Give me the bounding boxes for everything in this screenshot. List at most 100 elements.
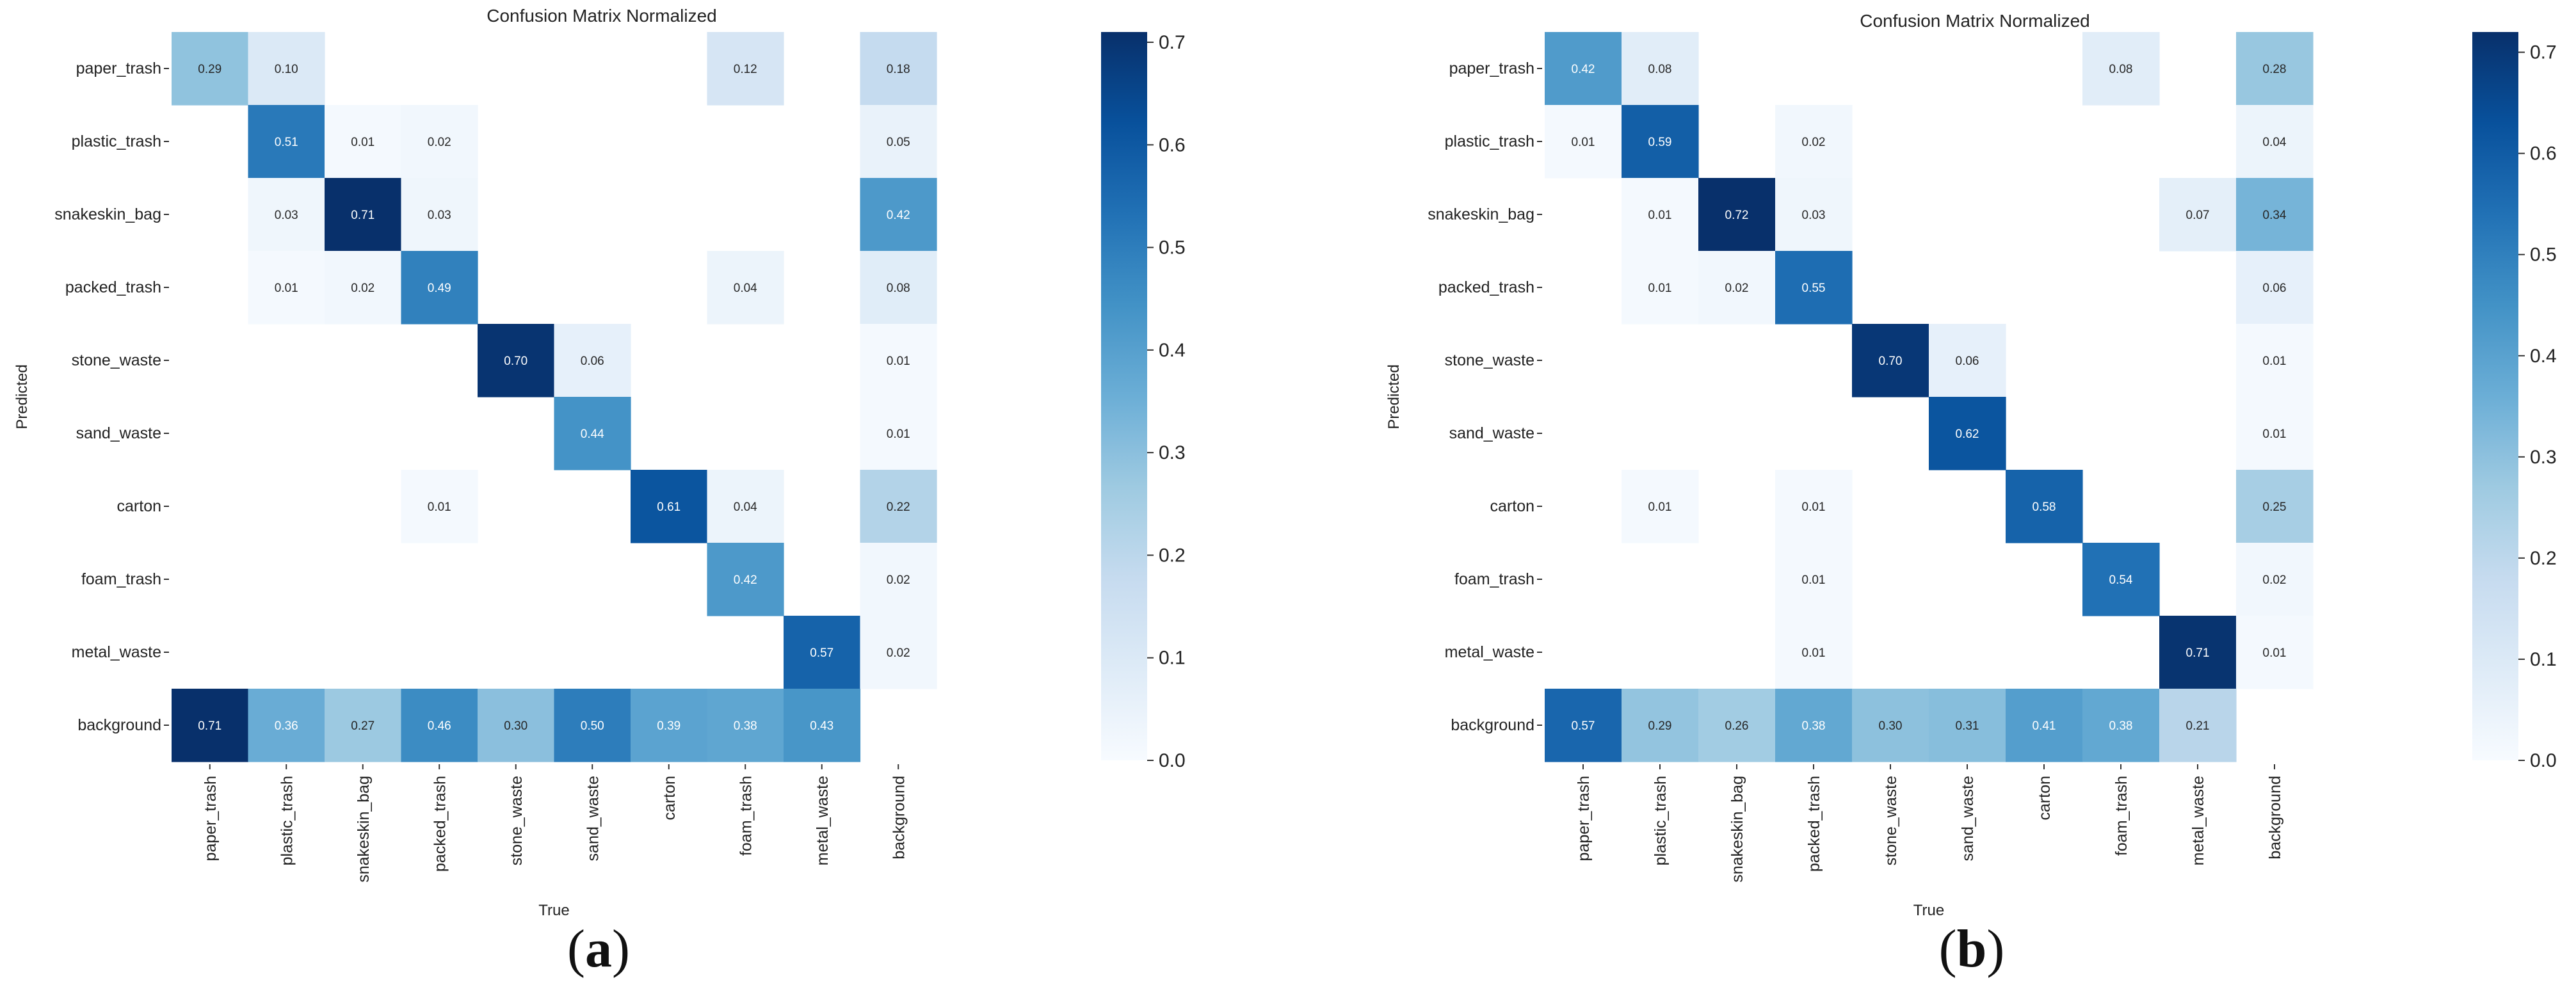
heatmap-cell (2236, 178, 2314, 252)
heatmap-cell (2236, 470, 2314, 543)
heatmap-cell (2082, 689, 2160, 762)
heatmap-cell (2082, 543, 2160, 616)
cell-value-label: 0.22 (887, 501, 910, 514)
colorbar-tick-label: 0.2 (2530, 548, 2557, 569)
cell-value-label: 0.43 (810, 719, 833, 733)
x-tick-label: carton (2036, 776, 2054, 820)
heatmap-cell (1698, 178, 1776, 252)
heatmap-cell (401, 178, 478, 252)
panel-label-letter: a (585, 919, 612, 979)
y-tick-label: stone_waste (72, 351, 161, 369)
cell-value-label: 0.01 (1648, 282, 1672, 295)
heatmap-cell (860, 105, 937, 179)
cell-value-label: 0.26 (1725, 719, 1749, 733)
cell-value-label: 0.71 (198, 719, 221, 733)
x-tick-label: metal_waste (2189, 776, 2207, 865)
cell-value-label: 0.54 (2109, 573, 2133, 587)
colorbar-tick-label: 0.1 (1159, 648, 1186, 669)
heatmap-cell (2006, 470, 2083, 543)
heatmap-cell (2159, 178, 2237, 252)
cell-value-label: 0.01 (1648, 501, 1672, 514)
cell-value-label: 0.01 (1802, 501, 1826, 514)
heatmap-cell (2236, 105, 2314, 179)
cell-value-label: 0.38 (2109, 719, 2133, 733)
heatmap-cell (1775, 251, 1853, 325)
heatmap-cell (784, 616, 861, 689)
heatmap-cell (2159, 689, 2237, 762)
heatmap-panel-a: Confusion Matrix Normalized 0.29 0.10 0.12 0… (13, 6, 1186, 979)
cell-value-label: 0.51 (275, 136, 298, 149)
cell-value-label: 0.02 (351, 282, 374, 295)
heatmap-cell (1545, 105, 1622, 179)
cell-value-label: 0.18 (887, 63, 910, 76)
heatmap-cell (401, 689, 478, 762)
heatmap-cell (1852, 324, 1929, 397)
x-tick-label: snakeskin_bag (1728, 776, 1746, 883)
cell-value-label: 0.30 (1879, 719, 1903, 733)
heatmap-cell (248, 689, 325, 762)
panel-label-letter: b (1957, 919, 1987, 979)
heatmap-cell (325, 689, 402, 762)
y-tick-label: background (1451, 716, 1534, 734)
x-tick-label: paper_trash (202, 776, 220, 861)
heatmap-cell (2236, 324, 2314, 397)
cell-value-label: 0.25 (2263, 501, 2287, 514)
heatmap-cell (2236, 251, 2314, 325)
heatmap-cell (2006, 689, 2083, 762)
x-tick-label: carton (661, 776, 679, 820)
cell-value-label: 0.21 (2186, 719, 2210, 733)
x-tick-label: plastic_trash (1652, 776, 1670, 865)
x-tick-label: snakeskin_bag (355, 776, 373, 883)
heatmap-cell (1929, 397, 2006, 470)
y-axis-title: Predicted (1385, 364, 1403, 429)
cell-value-label: 0.29 (1648, 719, 1672, 733)
cell-value-label: 0.42 (1572, 63, 1595, 76)
cell-value-label: 0.01 (1802, 646, 1826, 660)
cell-value-label: 0.08 (887, 282, 910, 295)
colorbar-tick-label: 0.2 (1159, 545, 1186, 566)
cell-value-label: 0.62 (1956, 428, 1979, 441)
cell-value-label: 0.71 (351, 209, 374, 222)
y-tick-label: metal_waste (72, 643, 161, 661)
heatmap-cell (707, 32, 784, 106)
heatmap-cell (707, 251, 784, 325)
y-tick-label: foam_trash (1454, 570, 1534, 588)
y-tick-label: snakeskin_bag (1428, 205, 1534, 223)
cell-value-label: 0.31 (1956, 719, 1979, 733)
cell-value-label: 0.01 (275, 282, 298, 295)
colorbar-tick-label: 0.3 (2530, 447, 2557, 468)
heatmap-cell (707, 689, 784, 762)
colorbar-tick-label: 0.7 (1159, 32, 1186, 53)
colorbar-tick-label: 0.5 (1159, 237, 1186, 259)
cell-value-label: 0.06 (581, 355, 604, 368)
colorbar-tick-label: 0.7 (2530, 42, 2557, 63)
heatmap-cell (554, 397, 631, 470)
y-axis-title: Predicted (13, 364, 31, 429)
heatmap-cell (248, 251, 325, 325)
heatmap-cell (1775, 105, 1853, 179)
cell-value-label: 0.05 (887, 136, 910, 149)
colorbar-tick-label: 0.0 (2530, 750, 2557, 771)
cell-value-label: 0.01 (2263, 646, 2287, 660)
cell-value-label: 0.36 (275, 719, 298, 733)
cell-value-label: 0.44 (581, 428, 604, 441)
colorbar-tick-label: 0.6 (2530, 143, 2557, 164)
cell-value-label: 0.50 (581, 719, 604, 733)
cell-value-label: 0.01 (2263, 428, 2287, 441)
cell-value-label: 0.07 (2186, 209, 2210, 222)
x-tick-label: packed_trash (1805, 776, 1823, 872)
heatmap-cell (478, 689, 555, 762)
x-tick-label: metal_waste (814, 776, 832, 865)
heatmap-cell (2159, 616, 2237, 689)
cell-value-label: 0.04 (2263, 136, 2287, 149)
cell-value-label: 0.02 (887, 573, 910, 587)
heatmap-cell (1929, 324, 2006, 397)
cell-value-label: 0.57 (810, 646, 833, 660)
x-tick-label: background (2266, 776, 2284, 860)
cell-value-label: 0.03 (275, 209, 298, 222)
heatmap-cell (2236, 616, 2314, 689)
heatmap-cell (1775, 616, 1853, 689)
colorbar-tick-label: 0.4 (2530, 346, 2557, 367)
panel-label: (a) (567, 919, 630, 979)
